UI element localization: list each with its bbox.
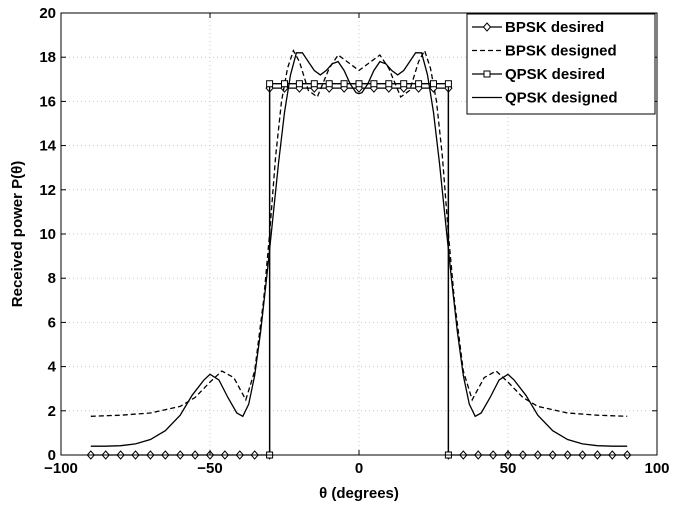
legend-item: QPSK designed [472,90,618,107]
legend-label: QPSK desired [505,66,605,83]
series-marker [281,80,288,88]
legend-label: QPSK designed [505,90,618,107]
series-marker [355,80,363,88]
series-marker [482,22,492,32]
y-tick-label: 12 [39,182,56,199]
legend-label: BPSK desired [505,19,604,36]
series-marker [444,80,452,88]
series-marker [340,80,348,88]
series-line [90,52,628,447]
x-tick-label: 100 [644,460,669,477]
x-tick-label: −50 [197,460,222,477]
y-tick-label: 14 [39,138,56,155]
x-tick-label: 0 [355,460,363,477]
axis-ticks: −100 −50 0 50 100 0 2 4 6 8 10 12 14 16 18 20 [39,5,669,477]
y-tick-label: 10 [39,226,56,243]
series-line [90,48,628,417]
series-marker [430,80,437,88]
y-tick-label: 16 [39,93,56,110]
legend-item: QPSK desired [472,66,605,83]
series-bpsk-designed [90,48,628,417]
series-marker [483,70,491,78]
series-qpsk-designed [90,52,628,447]
legend: BPSK desired BPSK designed QPSK desired QPS… [466,13,656,115]
y-axis-label: Received power P(θ) [9,161,26,307]
y-tick-label: 4 [48,359,57,376]
series-marker [310,80,318,88]
x-tick-label: −100 [44,460,78,477]
legend-label: BPSK designed [505,43,617,60]
series-marker [370,80,378,88]
x-tick-label: 50 [500,460,517,477]
y-tick-label: 0 [48,447,56,464]
series-marker [415,80,423,88]
y-tick-label: 20 [39,5,56,22]
legend-box [466,13,656,115]
y-tick-label: 18 [39,49,56,66]
y-tick-label: 8 [48,270,56,287]
series-marker [295,80,303,88]
series-marker [385,80,393,88]
series-marker [325,80,333,88]
x-axis-label: θ (degrees) [319,485,399,502]
y-tick-label: 6 [48,314,56,331]
y-tick-label: 2 [48,403,56,420]
series-marker [266,80,274,88]
series-marker [400,80,408,88]
legend-item: BPSK desired [472,19,604,36]
legend-item: BPSK designed [472,43,617,60]
